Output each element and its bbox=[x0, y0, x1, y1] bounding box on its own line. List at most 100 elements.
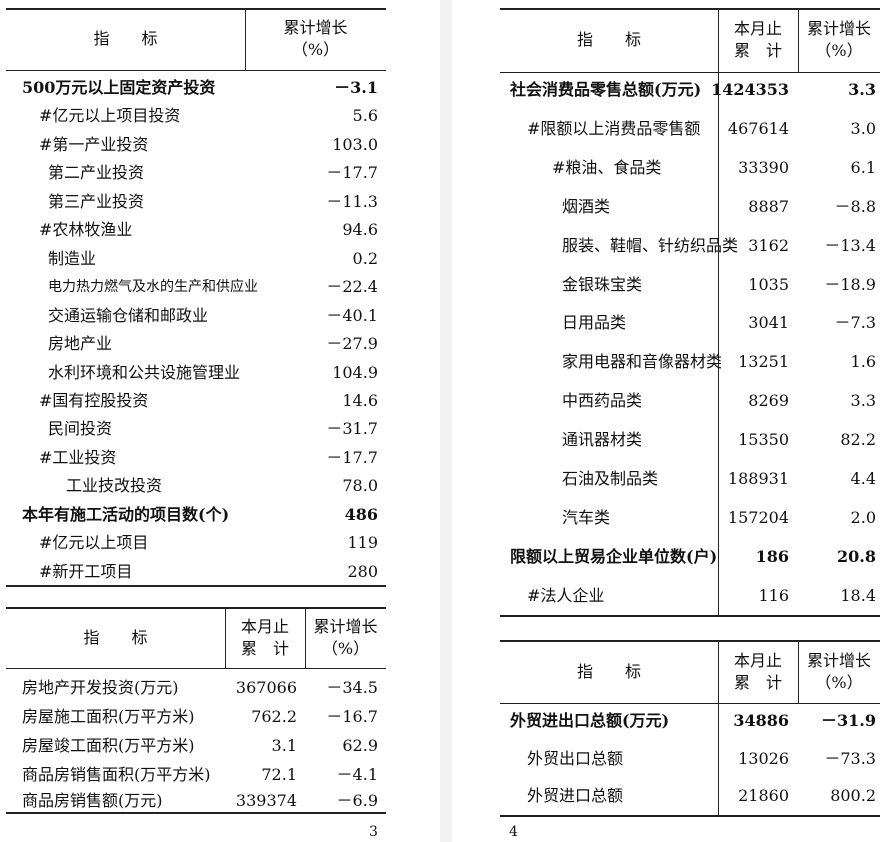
row-value: －11.3 bbox=[326, 191, 378, 211]
row-label: 商品房销售额(万元) bbox=[22, 791, 163, 810]
row-value: 119 bbox=[347, 533, 378, 553]
row-label: 工业技改投资 bbox=[66, 476, 163, 496]
row-value: 186 bbox=[755, 546, 789, 566]
row-label: 第二产业投资 bbox=[48, 163, 145, 183]
row-value: －31.9 bbox=[821, 711, 876, 730]
row-value: 1035 bbox=[748, 274, 789, 294]
page-number: 4 bbox=[509, 824, 518, 840]
row-value: 486 bbox=[344, 504, 378, 524]
row-value: 8887 bbox=[748, 196, 789, 216]
row-value: 14.6 bbox=[342, 390, 378, 410]
row-value: －7.3 bbox=[834, 313, 876, 333]
header-col: （%） bbox=[815, 41, 863, 60]
header-col: （%） bbox=[321, 638, 370, 658]
header-col: 累计增长 bbox=[313, 616, 378, 636]
row-value: 15350 bbox=[738, 430, 789, 450]
header-item: 指 标 bbox=[93, 29, 158, 48]
rule bbox=[500, 72, 880, 73]
rule bbox=[6, 8, 386, 10]
row-value: －73.3 bbox=[824, 749, 876, 768]
row-label: 外贸出口总额 bbox=[527, 749, 624, 768]
row-value: －3.1 bbox=[334, 78, 378, 97]
row-value: 13026 bbox=[738, 749, 789, 768]
column-rule bbox=[798, 8, 799, 72]
row-label: 第三产业投资 bbox=[48, 191, 145, 211]
header-col: （%） bbox=[291, 40, 340, 59]
row-label: 金银珠宝类 bbox=[562, 274, 643, 294]
row-label: 制造业 bbox=[48, 248, 97, 268]
rule bbox=[6, 607, 386, 609]
row-value: 3.3 bbox=[850, 391, 876, 411]
row-label: #亿元以上项目投资 bbox=[39, 106, 181, 126]
row-value: 18.4 bbox=[840, 585, 876, 605]
row-value: 3041 bbox=[748, 313, 789, 333]
row-label: #粮油、食品类 bbox=[552, 157, 662, 177]
row-value: 3162 bbox=[748, 235, 789, 255]
header-col: 累 计 bbox=[240, 638, 289, 658]
row-value: 367066 bbox=[235, 678, 297, 697]
header-col: 累计增长 bbox=[806, 650, 871, 670]
row-value: －4.1 bbox=[336, 765, 378, 784]
row-value: 188931 bbox=[727, 469, 789, 488]
header-col: 本月止 bbox=[240, 616, 289, 636]
row-value: 280 bbox=[347, 561, 378, 581]
row-label: 社会消费品零售总额(万元) bbox=[510, 80, 702, 99]
rule bbox=[6, 668, 386, 669]
column-rule bbox=[718, 640, 719, 815]
row-label: #新开工项目 bbox=[39, 561, 133, 581]
row-value: 62.9 bbox=[342, 736, 378, 755]
row-label: 日用品类 bbox=[562, 313, 627, 333]
header-item: 指 标 bbox=[576, 30, 641, 49]
row-label: 电力热力燃气及水的生产和供应业 bbox=[48, 279, 258, 296]
rule bbox=[6, 70, 386, 71]
row-value: 8269 bbox=[748, 391, 789, 411]
rule bbox=[500, 8, 880, 10]
header-item: 指 标 bbox=[83, 627, 148, 647]
column-rule bbox=[245, 8, 246, 70]
row-value: 13251 bbox=[738, 352, 789, 372]
row-label: #工业投资 bbox=[39, 447, 117, 467]
row-label: 中西药品类 bbox=[562, 391, 643, 411]
row-value: 103.0 bbox=[332, 134, 378, 154]
row-label: 服装、鞋帽、针纺织品类 bbox=[562, 235, 739, 255]
row-label: 500万元以上固定资产投资 bbox=[22, 78, 216, 97]
row-value: 116 bbox=[758, 585, 789, 605]
row-value: 467614 bbox=[727, 118, 789, 138]
row-value: 21860 bbox=[738, 786, 789, 805]
row-label: 房地产业 bbox=[48, 334, 113, 354]
row-value: 2.0 bbox=[850, 507, 876, 527]
row-value: 3.1 bbox=[271, 736, 297, 755]
row-label: 限额以上贸易企业单位数(户) bbox=[510, 546, 718, 566]
header-col: 累计增长 bbox=[806, 19, 871, 38]
column-rule bbox=[225, 607, 226, 668]
row-value: 78.0 bbox=[342, 476, 378, 496]
row-value: 762.2 bbox=[251, 707, 297, 726]
row-value: －16.7 bbox=[326, 707, 378, 726]
row-label: 商品房销售面积(万平方米) bbox=[22, 765, 211, 784]
rule bbox=[500, 615, 880, 617]
row-value: －8.8 bbox=[834, 196, 876, 216]
row-value: －17.7 bbox=[326, 163, 378, 183]
row-label: 房屋竣工面积(万平方米) bbox=[22, 736, 195, 755]
rule bbox=[500, 703, 880, 704]
row-value: 33390 bbox=[738, 157, 789, 177]
row-value: 3.0 bbox=[850, 118, 876, 138]
header-col: 累计增长 bbox=[283, 18, 348, 37]
column-rule bbox=[305, 607, 306, 668]
row-label: 汽车类 bbox=[562, 507, 611, 527]
row-label: 烟酒类 bbox=[562, 196, 611, 216]
row-value: －18.9 bbox=[824, 274, 876, 294]
row-label: 交通运输仓储和邮政业 bbox=[48, 305, 209, 325]
row-value: 157204 bbox=[727, 507, 789, 527]
rule bbox=[500, 815, 880, 817]
row-label: 家用电器和音像器材类 bbox=[562, 352, 723, 372]
row-label: 民间投资 bbox=[48, 419, 113, 439]
row-value: －27.9 bbox=[326, 334, 378, 354]
row-value: 34886 bbox=[733, 711, 789, 730]
row-value: 6.1 bbox=[850, 157, 876, 177]
row-label: 水利环境和公共设施管理业 bbox=[48, 362, 241, 382]
row-value: －6.9 bbox=[336, 791, 378, 810]
header-col: 本月止 bbox=[733, 19, 782, 38]
row-value: －34.5 bbox=[326, 678, 378, 697]
row-value: －17.7 bbox=[326, 447, 378, 467]
